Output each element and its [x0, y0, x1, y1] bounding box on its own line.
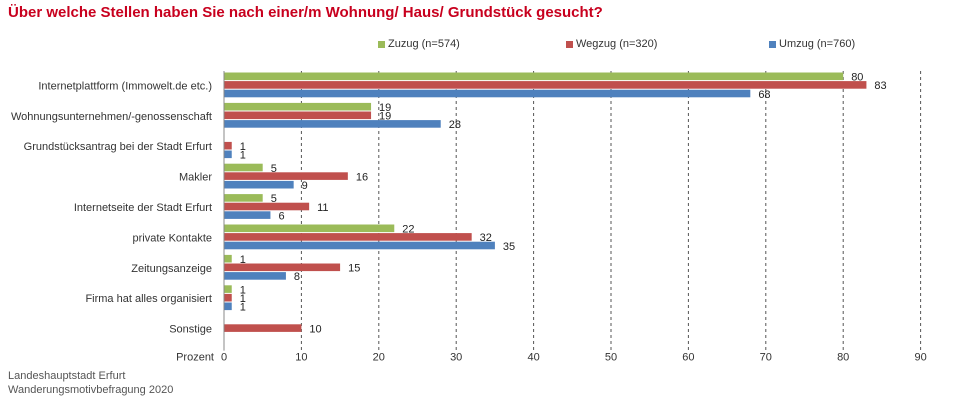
x-tick-label: 70 — [760, 352, 772, 364]
legend-swatch — [566, 40, 573, 48]
data-label: 32 — [480, 232, 492, 244]
category-label: Makler — [179, 172, 212, 184]
bar — [224, 163, 263, 172]
category-label: Wohnungsunternehmen/-genossenschaft — [11, 111, 212, 123]
category-label: Firma hat alles organisiert — [85, 293, 212, 305]
bar — [224, 89, 751, 98]
category-label: Internetplattform (Immowelt.de etc.) — [38, 80, 212, 92]
data-label: 1 — [240, 141, 246, 153]
category-label: private Kontakte — [133, 232, 213, 244]
bar — [224, 111, 372, 120]
x-tick-label: 90 — [914, 352, 926, 364]
data-label: 5 — [271, 163, 277, 175]
bar — [224, 272, 286, 280]
data-label: 83 — [874, 80, 886, 92]
data-label: 6 — [278, 210, 284, 222]
category-label: Sonstige — [169, 324, 212, 336]
legend-item: Wegzug (n=320) — [566, 38, 657, 50]
bar — [224, 293, 232, 302]
data-label: 80 — [851, 72, 863, 84]
bar — [224, 285, 232, 293]
grid-lines — [300, 71, 922, 351]
footer: Landeshauptstadt Erfurt Wanderungsmotivb… — [8, 369, 173, 397]
category-label: Internetseite der Stadt Erfurt — [74, 202, 212, 214]
bar — [224, 194, 263, 202]
bar — [224, 324, 302, 332]
legend-label: Umzug (n=760) — [779, 38, 856, 50]
data-label: 68 — [758, 89, 770, 101]
bar — [224, 224, 395, 233]
legend-swatch — [378, 40, 385, 48]
x-tick-label: 60 — [682, 352, 694, 364]
x-tick-label: 80 — [837, 352, 849, 364]
bar — [224, 120, 441, 128]
x-tick-label: 20 — [373, 352, 385, 364]
bar — [224, 72, 844, 81]
footer-line-1: Landeshauptstadt Erfurt — [8, 370, 126, 382]
chart-title: Über welche Stellen haben Sie nach einer… — [8, 4, 603, 21]
bar — [224, 172, 348, 180]
data-label: 16 — [356, 171, 368, 183]
bar — [224, 202, 310, 211]
data-label: 28 — [449, 119, 461, 131]
legend-item: Umzug (n=760) — [769, 38, 855, 50]
category-labels: Internetplattform (Immowelt.de etc.) Wohn… — [11, 80, 212, 335]
x-axis-label: Prozent — [176, 352, 214, 364]
bar — [224, 150, 232, 159]
data-label: 5 — [271, 193, 277, 205]
data-label: 10 — [309, 323, 321, 335]
footer-line-2: Wanderungsmotivbefragung 2020 — [8, 384, 174, 396]
data-label: 22 — [402, 224, 414, 236]
x-tick-label: 40 — [527, 352, 539, 364]
data-label: 11 — [317, 202, 328, 214]
data-label: 15 — [348, 263, 360, 275]
legend-label: Wegzug (n=320) — [576, 38, 658, 50]
data-label: 19 — [379, 102, 391, 114]
category-label: Grundstücksantrag bei der Stadt Erfurt — [24, 141, 212, 153]
legend: Zuzug (n=574) Wegzug (n=320) Umzug (n=760) — [0, 38, 960, 54]
x-tick-label: 30 — [450, 352, 462, 364]
data-label: 8 — [294, 271, 300, 283]
data-label: 35 — [503, 241, 515, 253]
bar — [224, 263, 341, 272]
data-label: 19 — [379, 111, 391, 123]
bar — [224, 302, 232, 311]
x-tick-label: 0 — [221, 352, 227, 364]
category-label: Zeitungsanzeige — [131, 263, 212, 275]
bar — [224, 81, 867, 89]
bars — [224, 72, 867, 332]
bar — [224, 180, 294, 189]
bar — [224, 241, 495, 250]
bar — [224, 102, 372, 111]
bar — [224, 141, 232, 150]
data-label: 9 — [302, 180, 308, 192]
x-axis-ticks: 0 10 20 30 40 50 60 70 80 90 — [221, 352, 927, 364]
bar — [224, 211, 271, 219]
data-label: 1 — [240, 293, 246, 305]
bar — [224, 254, 232, 263]
data-label: 1 — [240, 254, 246, 266]
data-label: 1 — [240, 150, 246, 162]
legend-swatch — [769, 40, 776, 48]
x-tick-label: 50 — [605, 352, 617, 364]
legend-label: Zuzug (n=574) — [388, 38, 460, 50]
data-label: 1 — [240, 302, 246, 314]
data-label: 1 — [240, 284, 246, 296]
bar — [224, 233, 472, 241]
x-tick-label: 10 — [295, 352, 307, 364]
legend-item: Zuzug (n=574) — [378, 38, 460, 50]
